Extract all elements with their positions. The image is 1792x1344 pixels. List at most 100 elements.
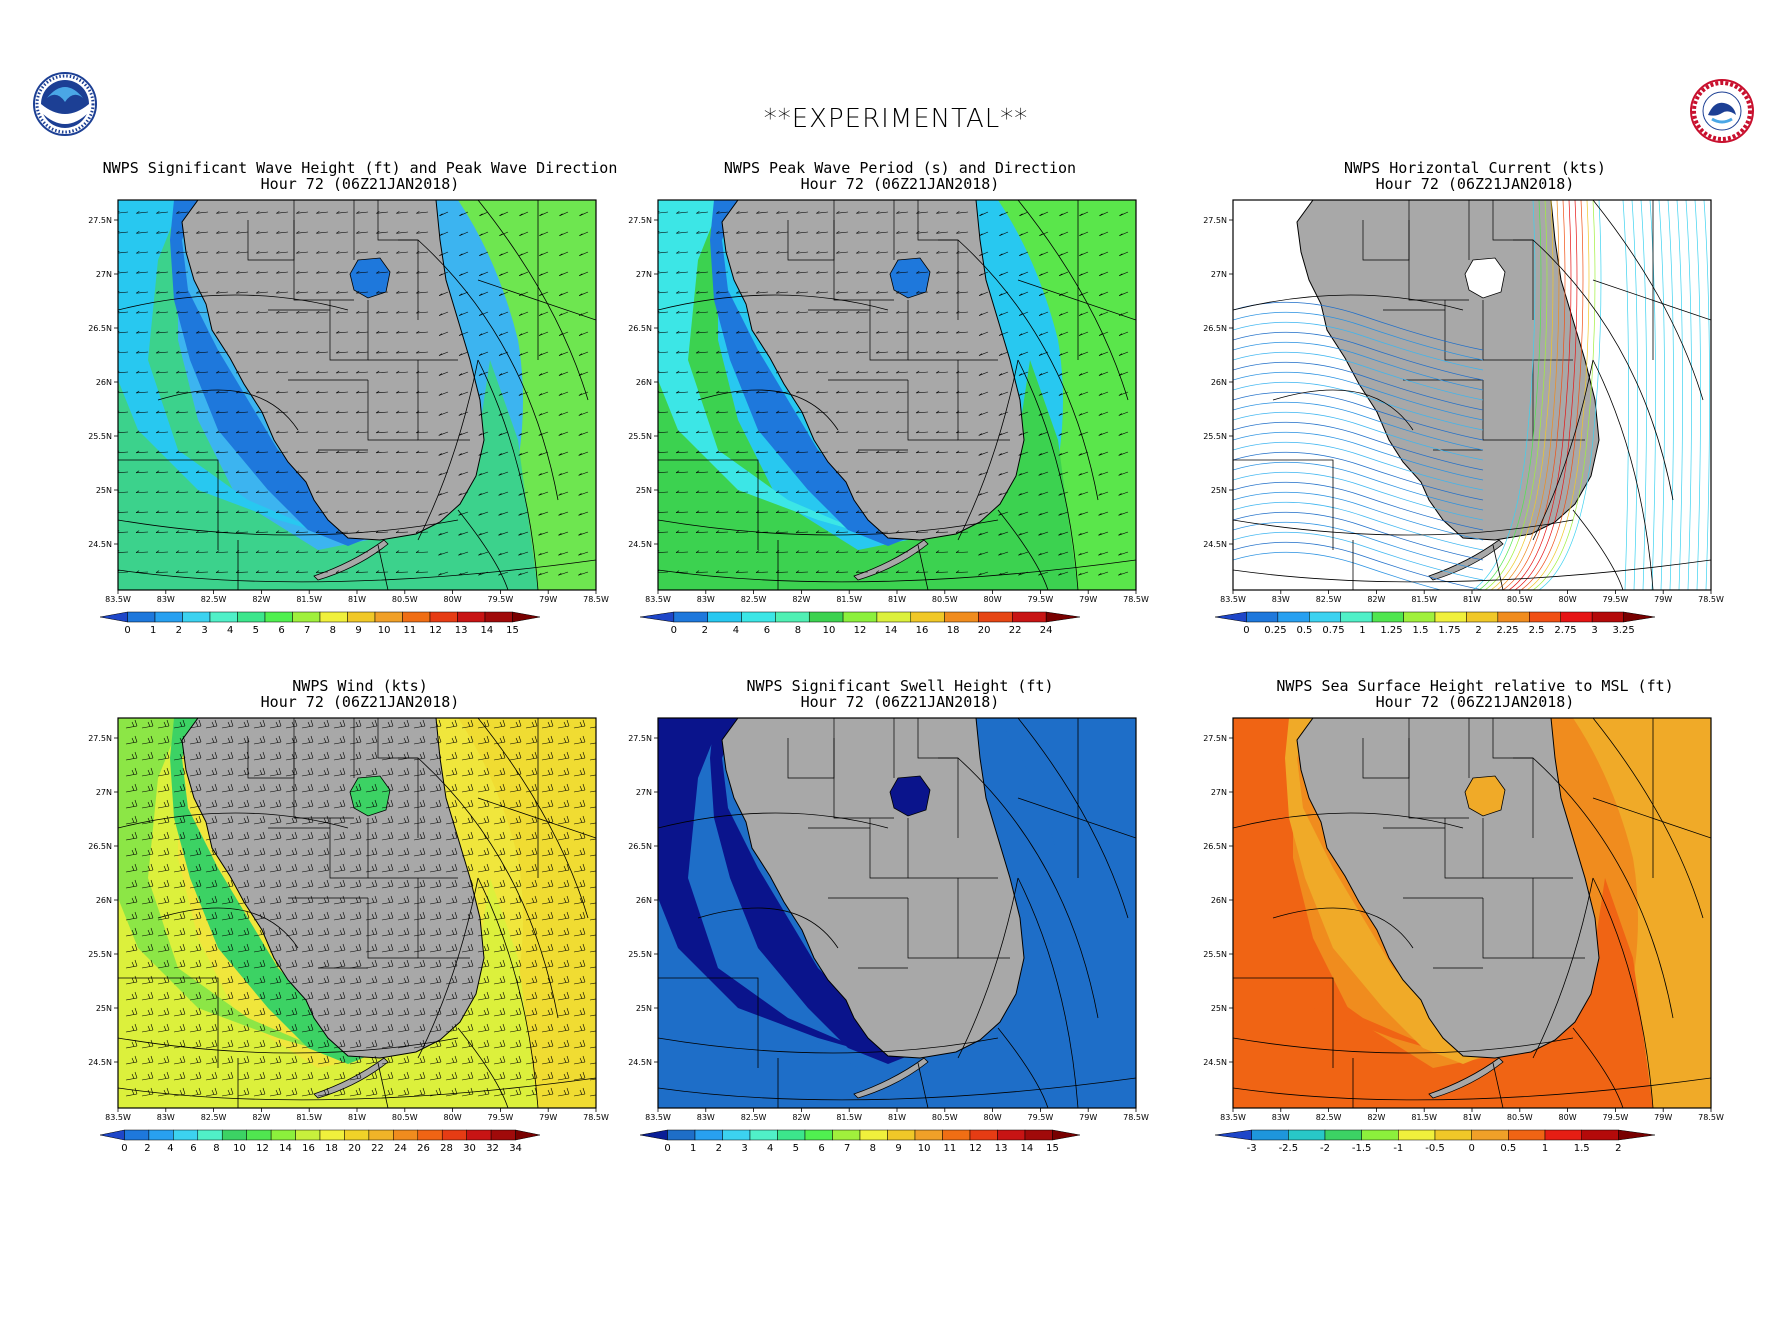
colorbar-label: 2: [1475, 625, 1481, 636]
lat-tick-label: 27.5N: [628, 216, 652, 225]
colorbar-label: 24: [1040, 625, 1053, 636]
lon-tick-label: 79W: [1079, 595, 1097, 604]
lat-tick-label: 26N: [636, 896, 652, 905]
lon-tick-label: 81.5W: [296, 1113, 322, 1122]
lon-tick-label: 83W: [1272, 1113, 1290, 1122]
lat-tick-label: 26N: [1211, 896, 1227, 905]
colorbar-label: 1: [150, 625, 156, 636]
colorbar-label: 2.25: [1496, 625, 1518, 636]
colorbar: 0 2 4 6 8 10 12 14 16 18 20 22 24 26 28 30 32 34: [99, 1129, 541, 1154]
colorbar-label: 14: [480, 625, 493, 636]
lat-tick-label: 27N: [636, 788, 652, 797]
colorbar-label: 22: [1009, 625, 1022, 636]
colorbar-label: 18: [947, 625, 960, 636]
colorbar-label: 3: [201, 625, 207, 636]
colorbar-label: 4: [167, 1143, 173, 1154]
colorbar-label: 0: [671, 625, 677, 636]
lon-tick-label: 81.5W: [836, 1113, 862, 1122]
colorbar-label: 2: [144, 1143, 150, 1154]
colorbar-label: 20: [348, 1143, 361, 1154]
panel-wave-height: NWPS Significant Wave Height (ft) and Pe…: [80, 160, 640, 660]
lat-tick-label: 25N: [1211, 486, 1227, 495]
lat-tick-label: 26.5N: [1203, 324, 1227, 333]
lon-tick-label: 81W: [1463, 1113, 1481, 1122]
colorbar-label: 1: [1542, 1143, 1548, 1154]
lon-tick-label: 79W: [1654, 595, 1672, 604]
colorbar-label: 30: [463, 1143, 476, 1154]
panel-subtitle: Hour 72 (06Z21JAN2018): [800, 693, 1000, 711]
panel-title: NWPS Significant Wave Height (ft) and Pe…: [102, 159, 618, 177]
colorbar-label: 9: [355, 625, 361, 636]
colorbar-label: 1: [1359, 625, 1365, 636]
lon-tick-label: 80.5W: [392, 1113, 418, 1122]
lat-tick-label: 25.5N: [88, 950, 112, 959]
colorbar-label: -2.5: [1279, 1143, 1299, 1154]
colorbar-label: 20: [978, 625, 991, 636]
colorbar-label: 6: [818, 1143, 824, 1154]
colorbar-label: 11: [403, 625, 416, 636]
colorbar-label: 7: [304, 625, 310, 636]
lon-tick-label: 79W: [1654, 1113, 1672, 1122]
colorbar-label: -0.5: [1425, 1143, 1445, 1154]
panel-subtitle: Hour 72 (06Z21JAN2018): [1375, 175, 1575, 193]
lon-tick-label: 82.5W: [1316, 1113, 1342, 1122]
lon-tick-label: 80.5W: [932, 1113, 958, 1122]
colorbar-label: 2.75: [1554, 625, 1576, 636]
colorbar-label: 3: [741, 1143, 747, 1154]
lat-tick-label: 25.5N: [1203, 950, 1227, 959]
map-current: 27.5N 27N 26.5N 26N 25.5N 25N 24.5N 83.5W 83W 82.…: [1203, 199, 1724, 636]
colorbar-label: 6: [190, 1143, 196, 1154]
florida-land: [1296, 200, 1600, 541]
lon-tick-label: 80.5W: [392, 595, 418, 604]
lon-tick-label: 82.5W: [741, 1113, 767, 1122]
colorbar-label: 16: [302, 1143, 315, 1154]
colorbar-label: -3: [1247, 1143, 1257, 1154]
colorbar: 0 1 2 3 4 5 6 7 8 9 10 11 12 13 14 15: [639, 1129, 1081, 1154]
panel-title: NWPS Significant Swell Height (ft): [746, 677, 1054, 695]
lon-tick-label: 78.5W: [1123, 1113, 1149, 1122]
colorbar-label: 16: [916, 625, 929, 636]
colorbar-label: 28: [440, 1143, 453, 1154]
lon-tick-label: 83W: [1272, 595, 1290, 604]
lon-tick-label: 82W: [792, 1113, 810, 1122]
lat-tick-label: 24.5N: [88, 1058, 112, 1067]
lon-tick-label: 82W: [1367, 1113, 1385, 1122]
colorbar-label: 14: [279, 1143, 292, 1154]
panel-title: NWPS Peak Wave Period (s) and Direction: [723, 159, 1077, 177]
florida-keys: [853, 1057, 929, 1099]
map-wave-height: 27.5N 27N 26.5N 26N 25.5N 25N 24.5N 83.5W 83W 82.…: [88, 199, 609, 636]
colorbar-label: 0: [1243, 625, 1249, 636]
lon-tick-label: 83.5W: [645, 595, 671, 604]
lon-tick-label: 80W: [444, 1113, 462, 1122]
colorbar-label: 4: [733, 625, 739, 636]
lon-tick-label: 80W: [984, 1113, 1002, 1122]
lat-tick-label: 25.5N: [628, 432, 652, 441]
colorbar-label: 0.75: [1322, 625, 1344, 636]
lon-tick-label: 80W: [1559, 595, 1577, 604]
colorbar-label: 5: [793, 1143, 799, 1154]
lon-tick-label: 79.5W: [1028, 595, 1054, 604]
panel-title: NWPS Horizontal Current (kts): [1344, 159, 1606, 177]
florida-land: [1296, 718, 1600, 1059]
lon-tick-label: 78.5W: [1123, 595, 1149, 604]
colorbar-label: 4: [227, 625, 233, 636]
florida-keys: [313, 539, 389, 581]
colorbar-label: 2: [716, 1143, 722, 1154]
lon-tick-label: 82W: [792, 595, 810, 604]
lon-tick-label: 79.5W: [1603, 595, 1629, 604]
lon-tick-label: 79W: [539, 595, 557, 604]
colorbar-label: 2: [1615, 1143, 1621, 1154]
lat-tick-label: 27.5N: [1203, 734, 1227, 743]
colorbar-label: 11: [943, 1143, 956, 1154]
panel-subtitle: Hour 72 (06Z21JAN2018): [1375, 693, 1575, 711]
colorbar-label: 7: [844, 1143, 850, 1154]
lon-tick-label: 83.5W: [1220, 595, 1246, 604]
florida-land: [721, 200, 1025, 541]
lon-tick-label: 83.5W: [1220, 1113, 1246, 1122]
colorbar-label: 8: [213, 1143, 219, 1154]
lon-tick-label: 82W: [1367, 595, 1385, 604]
florida-keys: [313, 1057, 389, 1099]
colorbar-label: 1.25: [1380, 625, 1402, 636]
colorbar-label: -1.5: [1352, 1143, 1372, 1154]
colorbar-label: 12: [429, 625, 442, 636]
